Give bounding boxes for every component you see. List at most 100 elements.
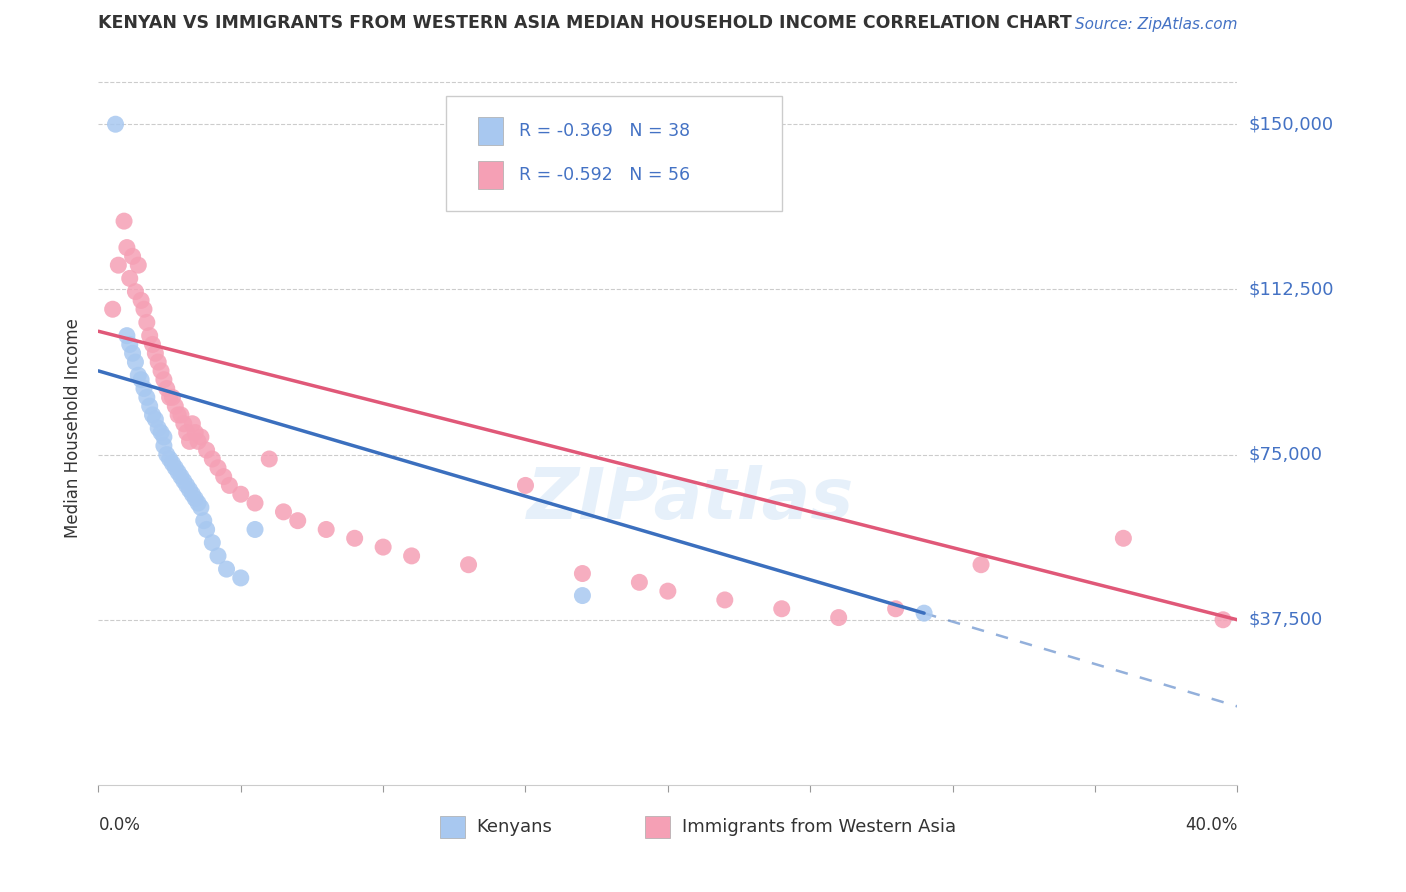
Point <box>373 540 395 554</box>
Point <box>162 390 184 404</box>
Point <box>135 315 157 329</box>
Text: R = -0.592   N = 56: R = -0.592 N = 56 <box>519 166 690 184</box>
Point <box>657 584 679 599</box>
Point <box>138 328 160 343</box>
Point <box>104 117 127 131</box>
Point <box>141 337 163 351</box>
Point <box>343 531 366 545</box>
Point <box>129 373 152 387</box>
Point <box>828 610 851 624</box>
Point <box>243 496 266 510</box>
Point <box>457 558 479 572</box>
Point <box>195 443 218 458</box>
Point <box>912 606 935 620</box>
Point <box>884 601 907 615</box>
Point <box>315 523 337 537</box>
FancyBboxPatch shape <box>478 117 503 145</box>
Point <box>218 478 240 492</box>
Point <box>184 491 207 506</box>
Point <box>165 460 187 475</box>
Point <box>159 452 181 467</box>
Text: 40.0%: 40.0% <box>1185 815 1237 833</box>
Point <box>215 562 238 576</box>
Point <box>179 434 201 449</box>
Point <box>571 566 593 581</box>
Point <box>201 535 224 549</box>
Point <box>167 408 190 422</box>
FancyBboxPatch shape <box>478 161 503 189</box>
Point <box>714 593 737 607</box>
Point <box>201 452 224 467</box>
Point <box>195 523 218 537</box>
Text: Immigrants from Western Asia: Immigrants from Western Asia <box>682 818 956 836</box>
Point <box>127 368 149 383</box>
Point <box>170 408 193 422</box>
Point <box>153 439 176 453</box>
Point <box>181 417 204 431</box>
Point <box>115 241 138 255</box>
Point <box>259 452 281 467</box>
Text: $37,500: $37,500 <box>1249 611 1323 629</box>
Point <box>121 249 143 263</box>
Point <box>173 417 195 431</box>
Point <box>571 589 593 603</box>
Point <box>115 328 138 343</box>
Point <box>179 483 201 497</box>
Text: Kenyans: Kenyans <box>477 818 553 836</box>
Point <box>1112 531 1135 545</box>
Point <box>141 408 163 422</box>
Point <box>187 434 209 449</box>
Point <box>162 457 184 471</box>
Y-axis label: Median Household Income: Median Household Income <box>65 318 83 538</box>
Text: $150,000: $150,000 <box>1249 115 1333 133</box>
Point <box>148 421 170 435</box>
Point <box>184 425 207 440</box>
Point <box>770 601 793 615</box>
Point <box>193 514 215 528</box>
Point <box>156 448 179 462</box>
Point <box>138 399 160 413</box>
Point <box>401 549 423 563</box>
Point <box>101 302 124 317</box>
Text: $112,500: $112,500 <box>1249 280 1334 299</box>
Point <box>145 346 167 360</box>
Text: R = -0.369   N = 38: R = -0.369 N = 38 <box>519 122 690 140</box>
Point <box>124 355 146 369</box>
FancyBboxPatch shape <box>446 96 782 211</box>
Point <box>207 460 229 475</box>
Point <box>173 474 195 488</box>
Point <box>229 487 252 501</box>
Point <box>132 382 155 396</box>
Point <box>150 364 173 378</box>
Point <box>229 571 252 585</box>
Point <box>153 430 176 444</box>
Point <box>124 285 146 299</box>
Point <box>121 346 143 360</box>
Point <box>176 425 198 440</box>
Point <box>628 575 651 590</box>
FancyBboxPatch shape <box>440 815 465 838</box>
Point <box>112 214 135 228</box>
Point <box>107 258 129 272</box>
Point <box>207 549 229 563</box>
Point <box>287 514 309 528</box>
Point <box>148 355 170 369</box>
Point <box>156 382 179 396</box>
FancyBboxPatch shape <box>645 815 671 838</box>
Point <box>187 496 209 510</box>
Point <box>165 399 187 413</box>
Point <box>135 390 157 404</box>
Point <box>150 425 173 440</box>
Point <box>132 302 155 317</box>
Point <box>145 412 167 426</box>
Text: KENYAN VS IMMIGRANTS FROM WESTERN ASIA MEDIAN HOUSEHOLD INCOME CORRELATION CHART: KENYAN VS IMMIGRANTS FROM WESTERN ASIA M… <box>98 14 1073 32</box>
Point <box>167 465 190 479</box>
Point <box>176 478 198 492</box>
Point <box>170 469 193 483</box>
Point <box>190 500 212 515</box>
Point <box>118 337 141 351</box>
Point <box>118 271 141 285</box>
Point <box>243 523 266 537</box>
Point <box>212 469 235 483</box>
Text: 0.0%: 0.0% <box>98 815 141 833</box>
